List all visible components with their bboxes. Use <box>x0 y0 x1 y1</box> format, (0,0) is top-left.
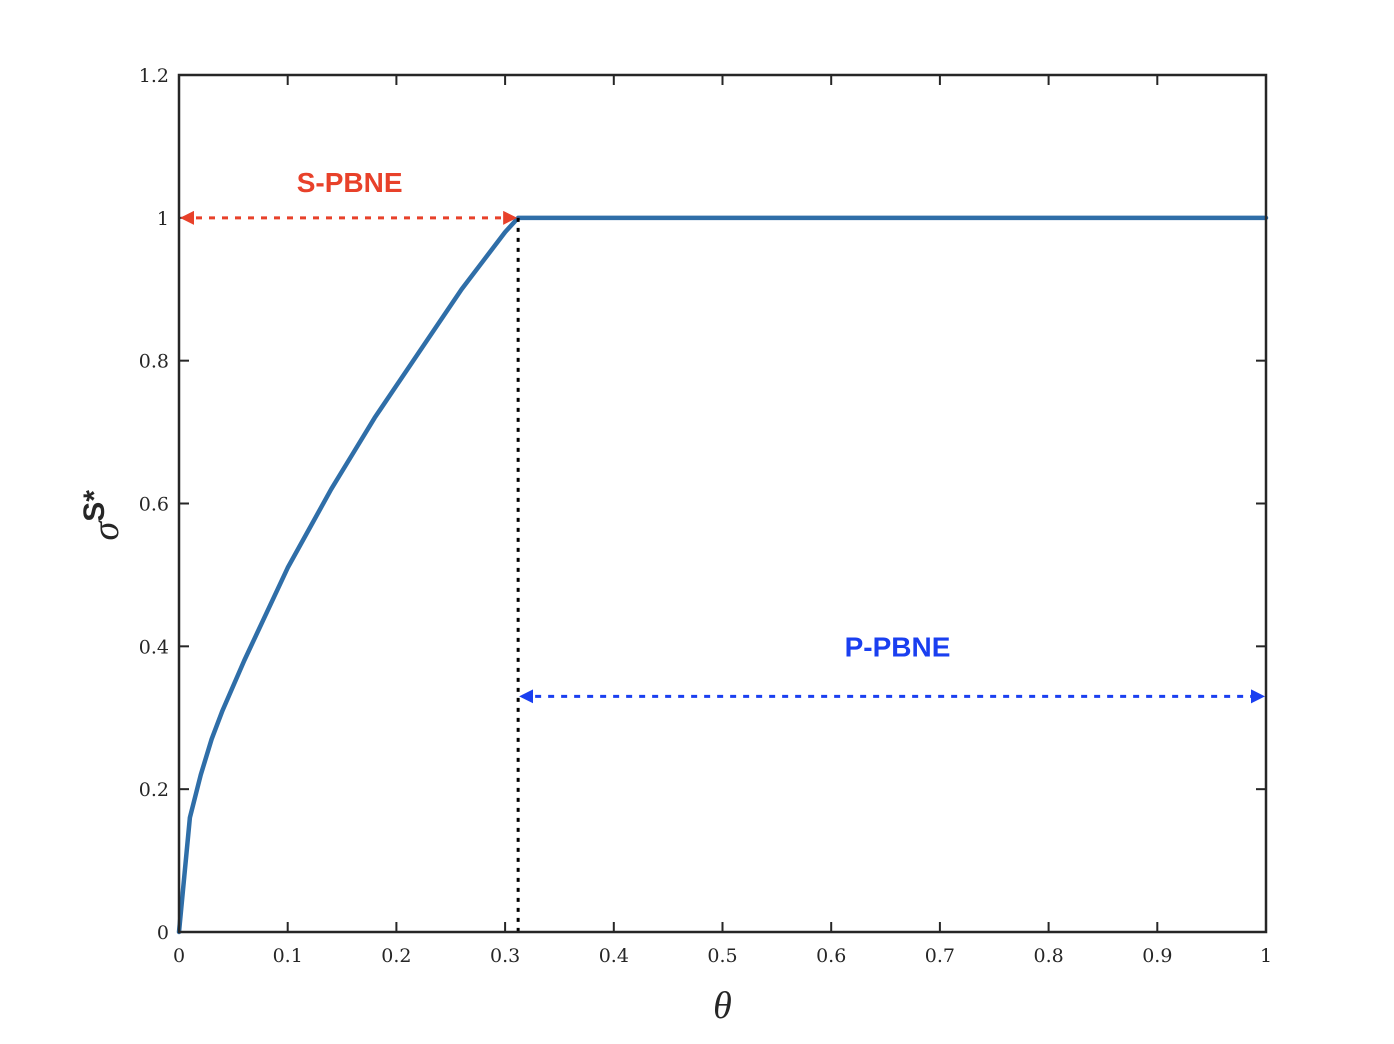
x-tick-label: 0.1 <box>273 945 303 967</box>
x-axis-label: θ <box>713 985 732 1027</box>
y-axis-label-base: σ <box>85 521 127 541</box>
x-tick-label: 0 <box>173 945 185 967</box>
y-tick-label: 0 <box>157 922 169 944</box>
x-tick-label: 0.7 <box>925 945 955 967</box>
x-tick-label: 0.3 <box>490 945 520 967</box>
x-tick-label: 1 <box>1260 945 1272 967</box>
x-tick-label: 0.5 <box>707 945 737 967</box>
axis-ticks: 0 0.1 0.2 0.3 0.4 0.5 0.6 0.7 0.8 0.9 1 0 0.2 0.4 0.6 0… <box>139 65 1272 967</box>
x-tick-label: 0.4 <box>599 945 629 967</box>
y-tick-label: 0.6 <box>139 494 169 516</box>
y-tick-label: 1 <box>157 208 169 230</box>
x-tick-label: 0.6 <box>816 945 846 967</box>
s-pbne-label: S-PBNE <box>297 167 403 198</box>
y-tick-label: 0.8 <box>139 351 169 373</box>
y-axis-label: σS* <box>78 490 127 541</box>
y-tick-label: 1.2 <box>139 65 169 87</box>
x-tick-label: 0.9 <box>1142 945 1172 967</box>
plot-area <box>176 215 1269 935</box>
y-axis-label-superscript: S* <box>78 490 111 522</box>
x-tick-label: 0.8 <box>1033 945 1063 967</box>
series-line <box>176 215 1269 935</box>
svg-text:σS*: σS* <box>78 490 127 541</box>
annotations: S-PBNE P-PBNE <box>180 167 1265 704</box>
p-pbne-label: P-PBNE <box>845 631 951 662</box>
y-tick-label: 0.4 <box>139 636 169 658</box>
y-tick-label: 0.2 <box>139 779 169 801</box>
x-tick-label: 0.2 <box>381 945 411 967</box>
plot-frame <box>177 73 1268 934</box>
